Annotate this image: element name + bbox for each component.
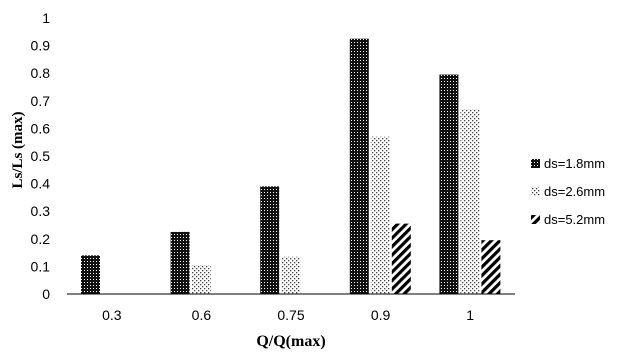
y-tick-label: 1 [42,10,50,26]
x-tick-label: 0.75 [277,307,304,323]
x-tick-label: 0.9 [371,307,391,323]
legend-swatch [531,215,540,224]
bar-ds-1-8mm-0_9 [349,38,369,295]
y-tick-label: 0.8 [31,65,51,81]
y-axis-label: Ls/Ls (max) [10,111,26,188]
legend-item: ds=1.8mm [531,156,605,171]
y-tick-label: 0.1 [31,258,51,274]
bars [81,38,501,295]
x-axis-tick-labels: 0.3 0.6 0.75 0.9 1 [102,307,474,323]
legend-swatch [531,187,540,196]
legend-label: ds=5.2mm [544,212,605,227]
x-tick-label: 0.6 [192,307,212,323]
y-tick-label: 0 [42,286,50,302]
legend-label: ds=1.8mm [544,156,605,171]
legend-label: ds=2.6mm [544,184,605,199]
bar-ds-1-8mm-0_6 [170,231,190,294]
bar-ds-1-8mm-1 [439,74,459,294]
bar-ds-2-6mm-0_75 [281,256,301,294]
y-axis-tick-labels: 0 0.1 0.2 0.3 0.4 0.5 0.6 0.7 0.8 0.9 1 [31,10,51,302]
y-tick-label: 0.6 [31,120,51,136]
legend: ds=1.8mm ds=2.6mm ds=5.2mm [531,156,605,227]
legend-swatch [531,159,540,168]
x-axis-label: Q/Q(max) [256,333,325,350]
bar-ds-5-2mm-0_9 [391,223,411,294]
x-tick-label: 1 [466,307,474,323]
legend-item: ds=2.6mm [531,184,605,199]
y-tick-label: 0.7 [31,93,51,109]
y-tick-label: 0.9 [31,38,51,54]
bar-ds-1-8mm-0_3 [81,255,100,294]
bar-ds-2-6mm-1 [460,109,480,294]
bar-ds-2-6mm-0_6 [191,265,211,294]
legend-item: ds=5.2mm [531,212,605,227]
x-tick-label: 0.3 [102,307,122,323]
y-tick-label: 0.4 [31,176,51,192]
bar-ds-5-2mm-1 [481,240,501,294]
bar-ds-1-8mm-0_75 [260,186,280,294]
y-tick-label: 0.5 [31,148,51,164]
y-tick-label: 0.2 [31,231,51,247]
bar-ds-2-6mm-0_9 [370,136,390,294]
y-tick-label: 0.3 [31,203,51,219]
